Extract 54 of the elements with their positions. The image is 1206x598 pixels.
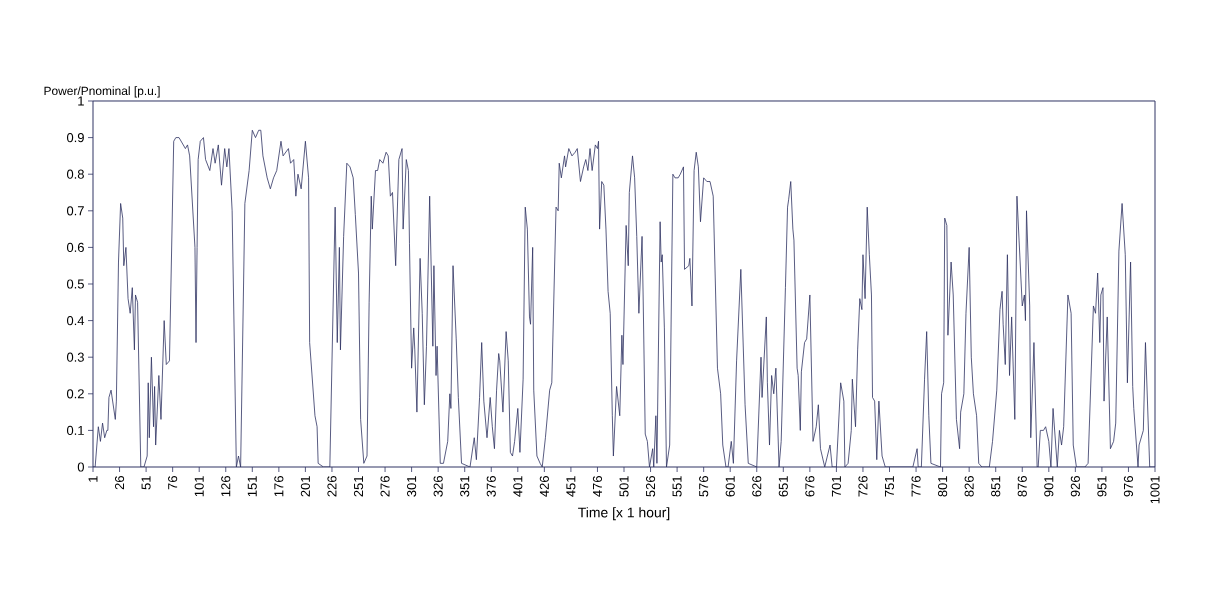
x-tick-label: 276	[380, 476, 390, 497]
x-tick-label: 401	[513, 476, 523, 497]
x-tick-label: 626	[752, 476, 762, 497]
x-tick-label: 851	[991, 476, 1001, 497]
x-tick-label: 576	[699, 476, 709, 497]
x-tick-label: 876	[1017, 476, 1027, 497]
x-tick-label: 301	[407, 476, 417, 497]
x-tick-label: 376	[486, 476, 496, 497]
x-tick-label: 826	[964, 476, 974, 497]
y-tick-label: 0.3	[66, 352, 84, 362]
x-tick-label: 51	[141, 476, 151, 490]
x-tick-label: 726	[858, 476, 868, 497]
y-tick-label: 0.8	[66, 169, 84, 179]
x-tick-label: 451	[566, 476, 576, 497]
x-tick-label: 201	[300, 476, 310, 497]
x-tick-label: 76	[168, 476, 178, 490]
x-tick-label: 1	[88, 476, 98, 482]
x-tick-label: 901	[1044, 476, 1054, 497]
x-tick-label: 951	[1097, 476, 1107, 497]
y-tick-label: 0.5	[66, 279, 84, 289]
x-tick-label: 701	[831, 476, 841, 497]
x-axis-title: Time [x 1 hour]	[578, 507, 670, 521]
x-tick-label: 151	[247, 476, 257, 497]
x-tick-label: 176	[274, 476, 284, 497]
x-tick-label: 476	[592, 476, 603, 497]
x-tick-label: 126	[221, 476, 231, 497]
y-tick-label: 0.7	[66, 206, 84, 216]
x-tick-label: 676	[805, 476, 815, 497]
x-tick-label: 501	[619, 476, 629, 497]
x-tick-label: 926	[1070, 476, 1080, 497]
x-tick-label: 351	[460, 476, 470, 497]
x-tick-label: 101	[194, 476, 204, 497]
y-tick-label: 0.1	[66, 425, 84, 435]
x-tick-label: 976	[1123, 476, 1134, 497]
y-axis-title: Power/Pnominal [p.u.]	[44, 86, 160, 98]
x-tick-label: 1001	[1150, 476, 1160, 504]
y-tick-label: 0.4	[66, 316, 85, 326]
x-tick-label: 426	[539, 476, 549, 497]
y-tick-label: 0.9	[66, 133, 84, 143]
y-tick-label: 0.6	[66, 242, 84, 252]
x-tick-label: 776	[911, 476, 921, 497]
x-tick-label: 551	[672, 476, 682, 497]
x-tick-label: 326	[433, 476, 443, 497]
x-tick-label: 601	[725, 476, 735, 497]
x-tick-label: 251	[353, 476, 364, 497]
x-tick-label: 526	[645, 476, 656, 497]
y-tick-label: 1	[78, 96, 84, 106]
x-tick-label: 751	[884, 476, 895, 497]
x-tick-label: 26	[114, 476, 125, 490]
x-tick-label: 226	[327, 476, 337, 497]
x-tick-label: 651	[778, 476, 788, 497]
y-tick-label: 0.2	[66, 389, 84, 399]
y-tick-label: 0	[77, 462, 84, 472]
x-tick-label: 801	[938, 476, 948, 497]
